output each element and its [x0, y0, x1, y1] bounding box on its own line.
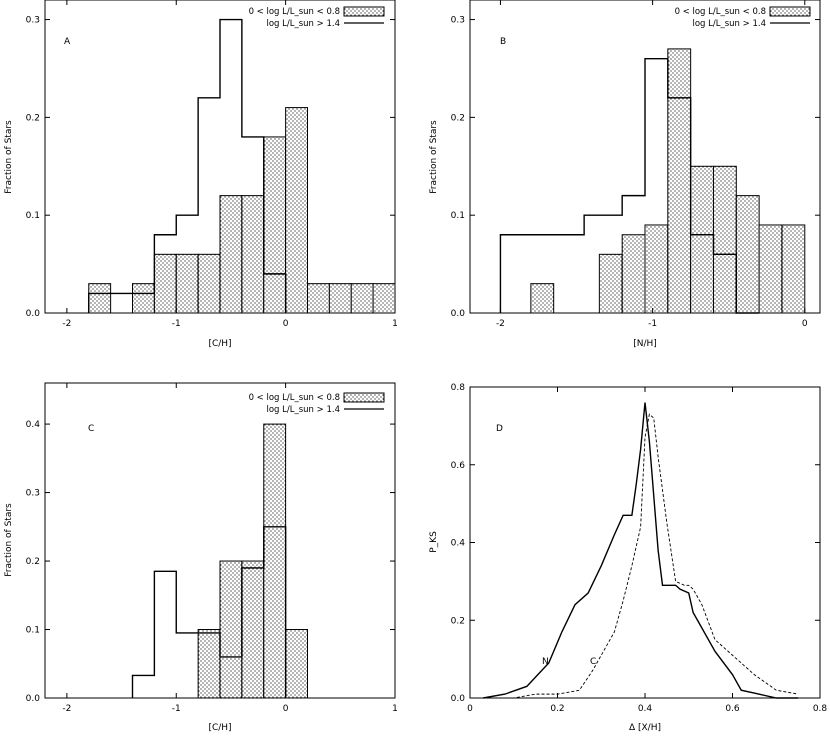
y-tick-label: 0.3 — [26, 16, 40, 26]
legend-dwarf-swatch — [769, 6, 811, 17]
dwarf-bar — [644, 224, 669, 314]
x-tick-label: 1 — [392, 319, 398, 329]
dwarf-bar — [372, 283, 396, 314]
x-tick-label: -2 — [62, 704, 71, 714]
dwarf-bar — [621, 234, 646, 314]
y-tick-label: 0.8 — [451, 383, 466, 393]
legend-giant-label: log L/L_sun > 1.4 — [267, 405, 341, 415]
dwarf-bar — [350, 283, 374, 314]
dwarf-bar — [667, 48, 692, 314]
dwarf-bar — [175, 253, 199, 314]
dwarf-bar — [758, 224, 783, 314]
legend: 0 < log L/L_sun < 0.8 log L/L_sun > 1.4 — [249, 392, 385, 415]
panel-a: A -2 -1 0 1 0.0 0.1 0.2 0.3 [C/H] Fraction of S… — [4, 0, 398, 349]
dwarf-bar — [241, 195, 265, 314]
legend-dwarf-label: 0 < log L/L_sun < 0.8 — [675, 7, 766, 17]
dwarf-bar — [328, 283, 352, 314]
dwarf-bar — [263, 423, 287, 699]
y-axis-label: Fraction of Stars — [4, 120, 14, 194]
legend-giant-label: log L/L_sun > 1.4 — [693, 19, 767, 29]
y-tick-label: 0.6 — [451, 461, 466, 471]
plot-frame — [469, 386, 821, 699]
y-tick-label: 0.2 — [26, 557, 40, 567]
y-tick-label: 0.0 — [26, 694, 41, 704]
dwarf-bar — [132, 283, 155, 314]
x-tick-label: -2 — [496, 319, 505, 329]
legend-giant-label: log L/L_sun > 1.4 — [267, 19, 341, 29]
legend-dwarf-label: 0 < log L/L_sun < 0.8 — [249, 393, 340, 403]
x-tick-label: -1 — [172, 704, 181, 714]
legend-dwarf-swatch — [343, 6, 385, 17]
x-axis-label: [C/H] — [208, 339, 231, 349]
dwarf-bar — [197, 629, 221, 699]
series-line-c — [491, 413, 799, 699]
dwarf-bar — [735, 195, 760, 314]
y-axis-label: Fraction of Stars — [429, 120, 439, 194]
x-tick-label: 0.4 — [638, 704, 653, 714]
curve-label-n: N — [542, 657, 549, 667]
panel-letter: D — [496, 424, 503, 434]
panel-letter: B — [500, 37, 506, 47]
y-tick-label: 0.0 — [451, 309, 466, 319]
x-tick-label: 0 — [467, 704, 473, 714]
x-axis-label: [C/H] — [208, 723, 231, 733]
dwarf-bar — [153, 253, 177, 314]
dwarf-bar — [598, 253, 623, 314]
x-tick-label: -1 — [172, 319, 181, 329]
y-tick-label: 0.3 — [451, 16, 465, 26]
panel-d: D 0 0.2 0.4 0.6 0.8 0.0 0.2 0.4 0.6 0.8 Δ [X/H] P… — [429, 383, 827, 733]
legend-dwarf-label: 0 < log L/L_sun < 0.8 — [249, 7, 340, 17]
dwarf-bar — [88, 283, 112, 314]
y-tick-label: 0.4 — [26, 420, 41, 430]
y-tick-label: 0.1 — [26, 626, 40, 636]
y-axis-label: Fraction of Stars — [4, 503, 14, 577]
giant-histogram — [88, 18, 287, 313]
panel-b: B -2 -1 0 0.0 0.1 0.2 0.3 [N/H] Fraction of St… — [429, 0, 821, 349]
x-axis-label: [N/H] — [633, 339, 657, 349]
x-tick-label: 0 — [283, 319, 289, 329]
dwarf-bar — [781, 224, 806, 314]
y-tick-label: 0.1 — [451, 211, 465, 221]
dwarf-bar — [712, 165, 737, 314]
dwarf-bar — [285, 107, 308, 314]
y-tick-label: 0.4 — [451, 539, 466, 549]
x-axis-label: Δ [X/H] — [629, 723, 661, 733]
dwarf-bar — [285, 629, 308, 699]
legend: 0 < log L/L_sun < 0.8 log L/L_sun > 1.4 — [249, 6, 385, 29]
y-tick-label: 0.0 — [451, 694, 466, 704]
giant-histogram — [499, 57, 760, 314]
y-tick-label: 0.2 — [451, 616, 465, 626]
x-tick-label: -1 — [648, 319, 657, 329]
dwarf-bar — [263, 136, 287, 314]
x-tick-label: 0 — [283, 704, 289, 714]
x-tick-label: 0 — [802, 319, 808, 329]
dwarf-bar — [241, 560, 265, 699]
y-tick-label: 0.3 — [26, 489, 40, 499]
panel-letter: C — [88, 424, 94, 434]
panel-letter: A — [64, 37, 71, 47]
y-tick-label: 0.0 — [26, 309, 41, 319]
y-tick-label: 0.2 — [451, 113, 465, 123]
x-tick-label: 1 — [392, 704, 398, 714]
dwarf-bar — [307, 283, 330, 314]
dwarf-bar — [530, 283, 555, 314]
giant-histogram — [131, 526, 287, 698]
x-tick-label: 0.2 — [550, 704, 564, 714]
x-tick-label: -2 — [62, 319, 71, 329]
dwarf-bar — [219, 560, 243, 699]
curve-label-c: C — [590, 657, 596, 667]
legend: 0 < log L/L_sun < 0.8 log L/L_sun > 1.4 — [675, 6, 811, 29]
x-tick-label: 0.8 — [813, 704, 828, 714]
y-axis-label: P_KS — [429, 531, 439, 553]
x-tick-label: 0.6 — [725, 704, 740, 714]
dwarf-bar — [197, 253, 221, 314]
dwarf-bar — [690, 165, 714, 314]
legend-dwarf-swatch — [343, 392, 385, 403]
series-line-n — [483, 402, 799, 699]
y-tick-label: 0.2 — [26, 113, 40, 123]
panel-c: C -2 -1 0 1 0.0 0.1 0.2 0.3 0.4 [C/H] Fraction o… — [4, 382, 398, 733]
dwarf-bar — [219, 195, 243, 314]
y-tick-label: 0.1 — [26, 211, 40, 221]
